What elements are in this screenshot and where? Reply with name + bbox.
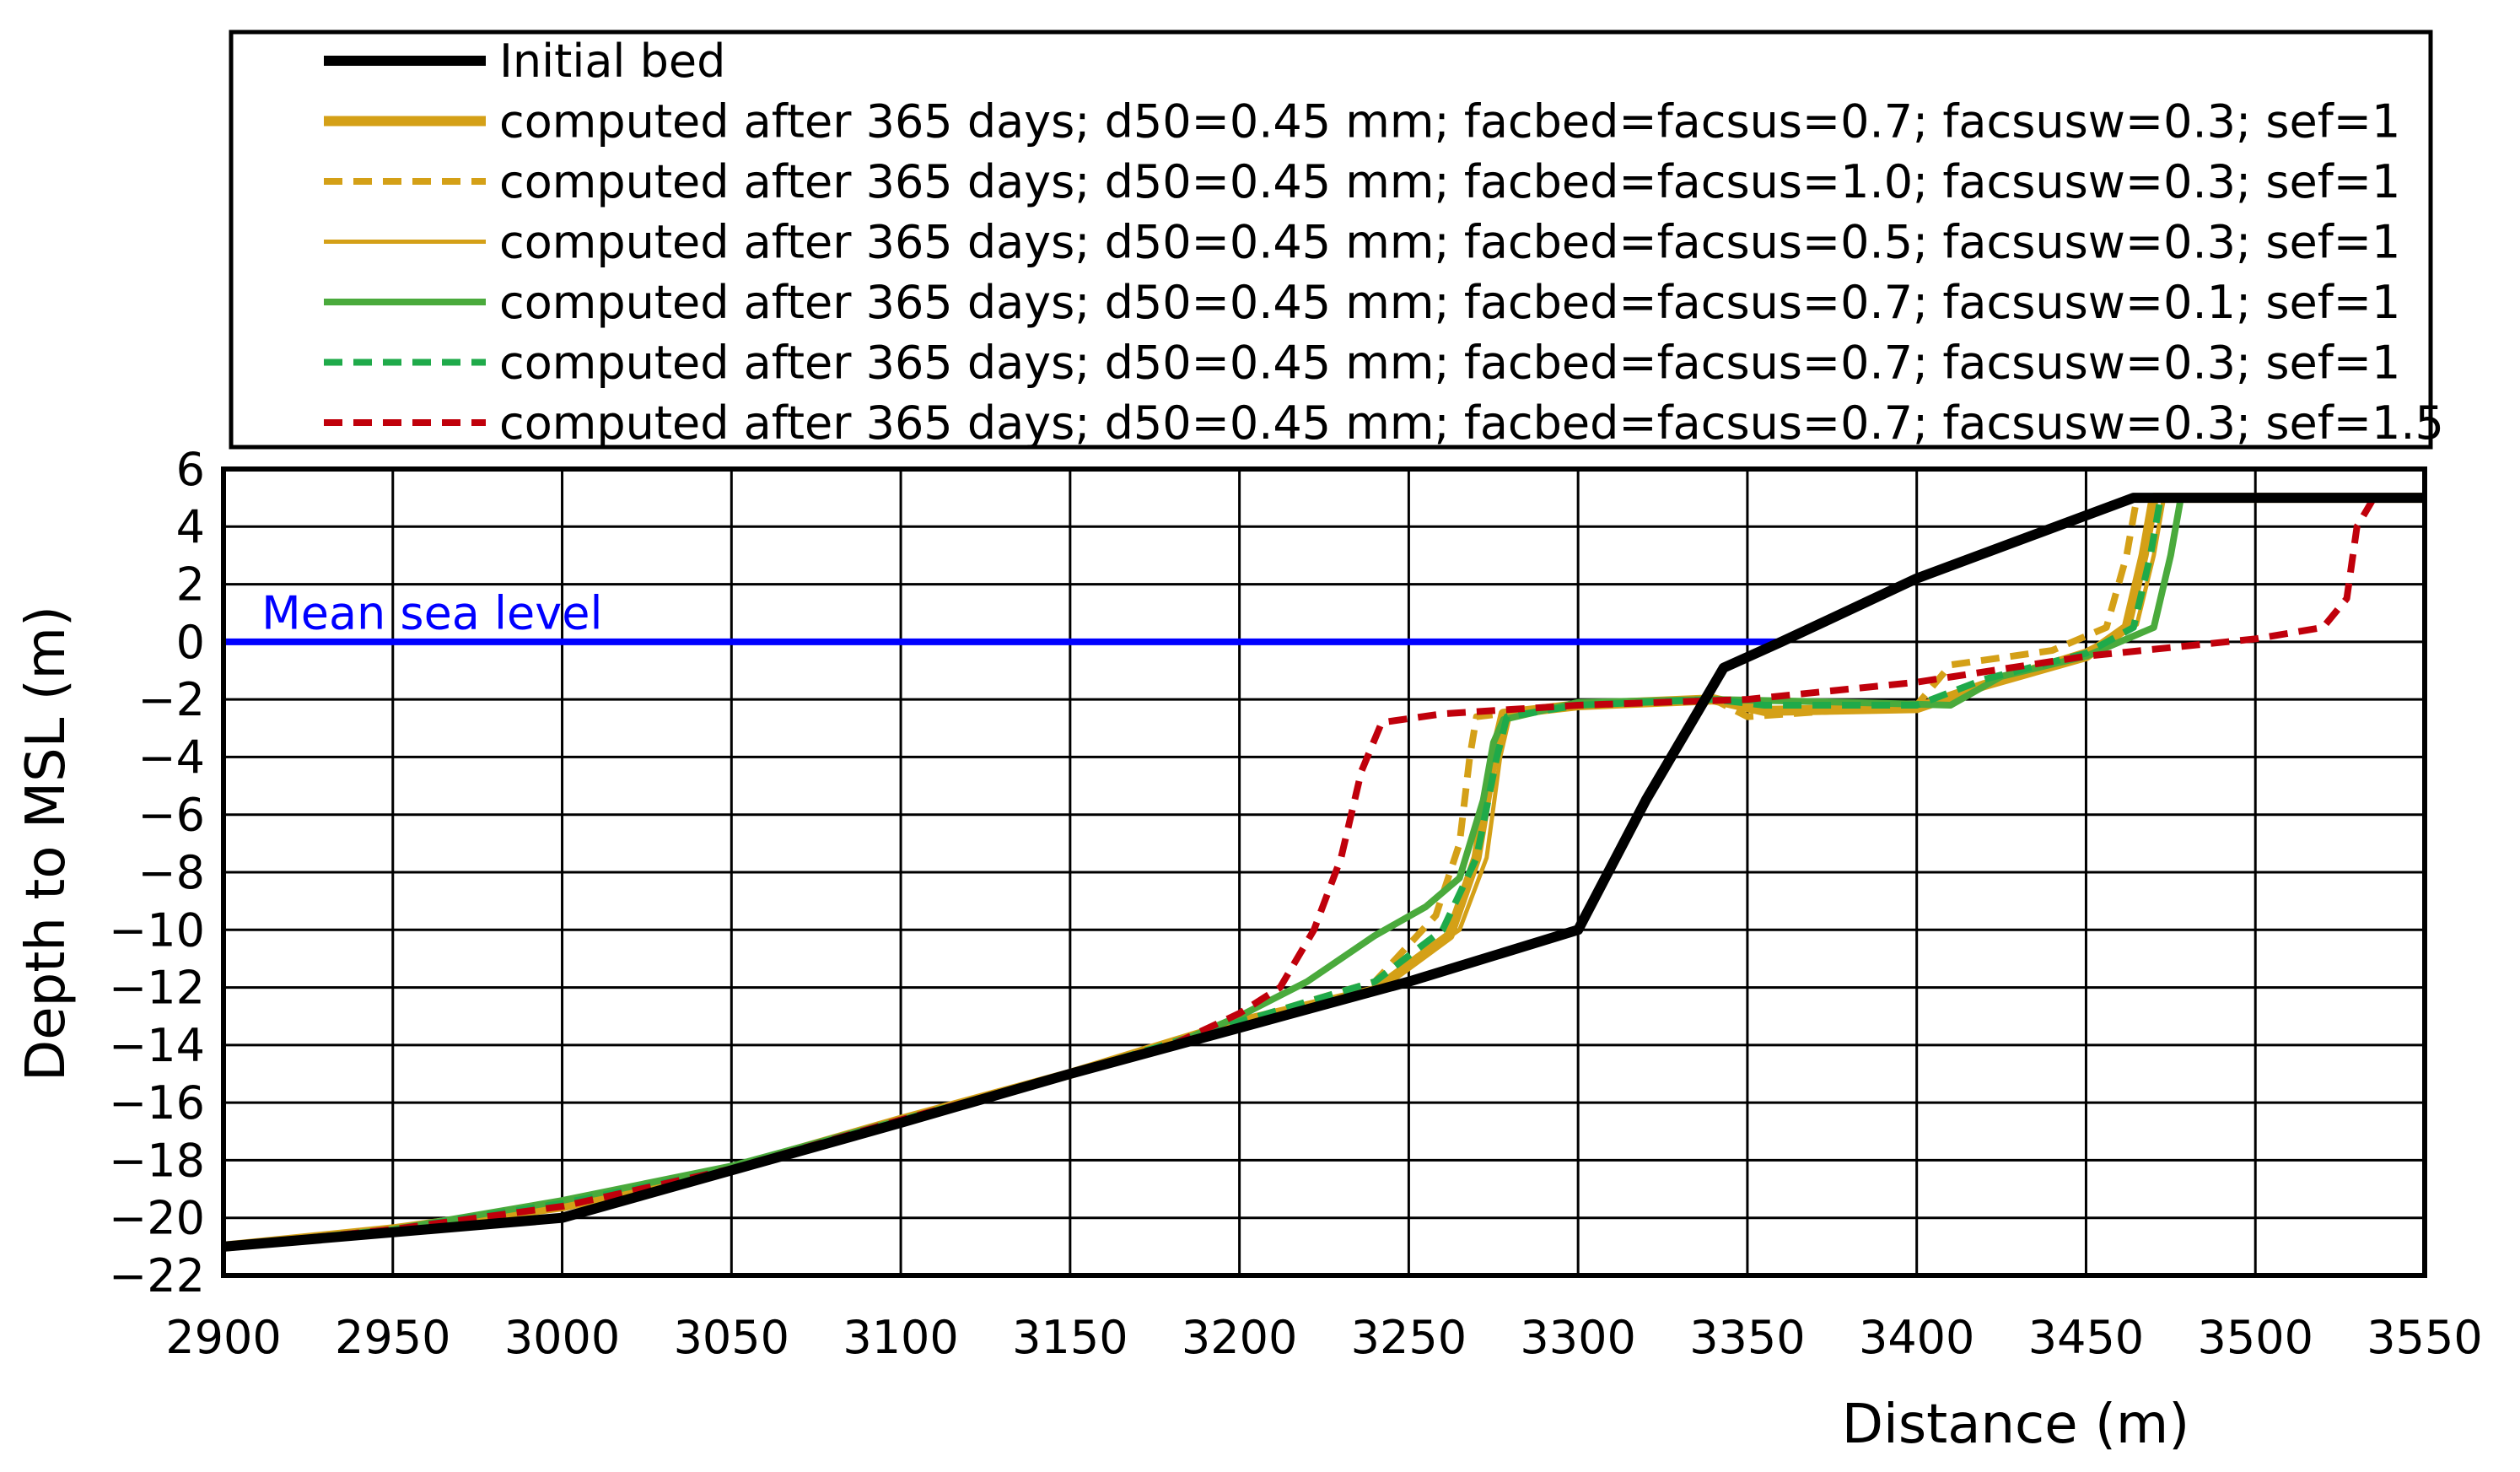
y-tick-label: −14 [109,1019,205,1072]
y-tick-label: 6 [176,443,205,496]
legend-box [229,30,2433,450]
y-tick-label: −20 [109,1192,205,1245]
plot-frame [221,466,2427,1278]
y-axis-label: Depth to MSL (m) [15,606,78,1081]
legend-item: computed after 365 days; d50=0.45 mm; fa… [324,155,2400,208]
x-tick-label: 2900 [165,1311,281,1364]
x-axis-label: Distance (m) [1842,1394,2189,1456]
y-tick-label: 0 [176,616,205,669]
legend-label: computed after 365 days; d50=0.45 mm; fa… [499,216,2400,269]
x-tick-label: 3450 [2028,1311,2144,1364]
mean-sea-level-label: Mean sea level [261,587,602,640]
legend-item: computed after 365 days; d50=0.45 mm; fa… [324,216,2400,269]
y-tick-label: −8 [137,846,205,899]
y-tick-label: −12 [109,962,205,1015]
x-tick-label: 3050 [674,1311,789,1364]
legend-label: computed after 365 days; d50=0.45 mm; fa… [499,155,2400,208]
legend-label: computed after 365 days; d50=0.45 mm; fa… [499,396,2444,450]
x-tick-label: 3150 [1012,1311,1128,1364]
y-tick-label: −4 [137,731,205,784]
legend-label: computed after 365 days; d50=0.45 mm; fa… [499,276,2400,329]
plot-area [221,466,2427,1278]
x-tick-label: 3500 [2198,1311,2313,1364]
y-tick-label: −2 [137,673,205,726]
x-tick-label: 3550 [2367,1311,2482,1364]
legend-item: computed after 365 days; d50=0.45 mm; fa… [324,337,2400,390]
y-tick-label: −6 [137,789,205,842]
x-tick-label: 3200 [1182,1311,1297,1364]
x-tick-label: 3000 [504,1311,620,1364]
legend-item: Initial bed [324,35,725,88]
x-tick-labels: 2900 2950 3000 3050 3100 3150 3200 3250 3300 3350… [165,1311,2482,1364]
legend-items: Initial bed computed after 365 days; d50=… [324,35,2444,450]
x-tick-label: 3400 [1859,1311,1974,1364]
series-layer [223,493,2425,1252]
legend-label: computed after 365 days; d50=0.45 mm; fa… [499,337,2400,390]
y-tick-label: 4 [176,500,205,553]
y-tick-label: −22 [109,1249,205,1302]
x-tick-label: 3300 [1520,1311,1635,1364]
legend-item: computed after 365 days; d50=0.45 mm; fa… [324,276,2400,329]
x-tick-label: 3250 [1351,1311,1467,1364]
series-line-1 [223,493,2425,1252]
x-tick-label: 2950 [335,1311,450,1364]
y-tick-label: 2 [176,558,205,612]
legend-item: computed after 365 days; d50=0.45 mm; fa… [324,396,2444,450]
y-tick-label: −18 [109,1134,205,1187]
legend: Initial bed computed after 365 days; d50=… [229,30,2444,450]
y-tick-label: −16 [109,1076,205,1130]
legend-label: computed after 365 days; d50=0.45 mm; fa… [499,95,2400,148]
legend-label: Initial bed [499,35,725,88]
legend-item: computed after 365 days; d50=0.45 mm; fa… [324,95,2400,148]
x-tick-label: 3350 [1689,1311,1805,1364]
y-tick-label: −10 [109,903,205,957]
x-tick-label: 3100 [843,1311,958,1364]
